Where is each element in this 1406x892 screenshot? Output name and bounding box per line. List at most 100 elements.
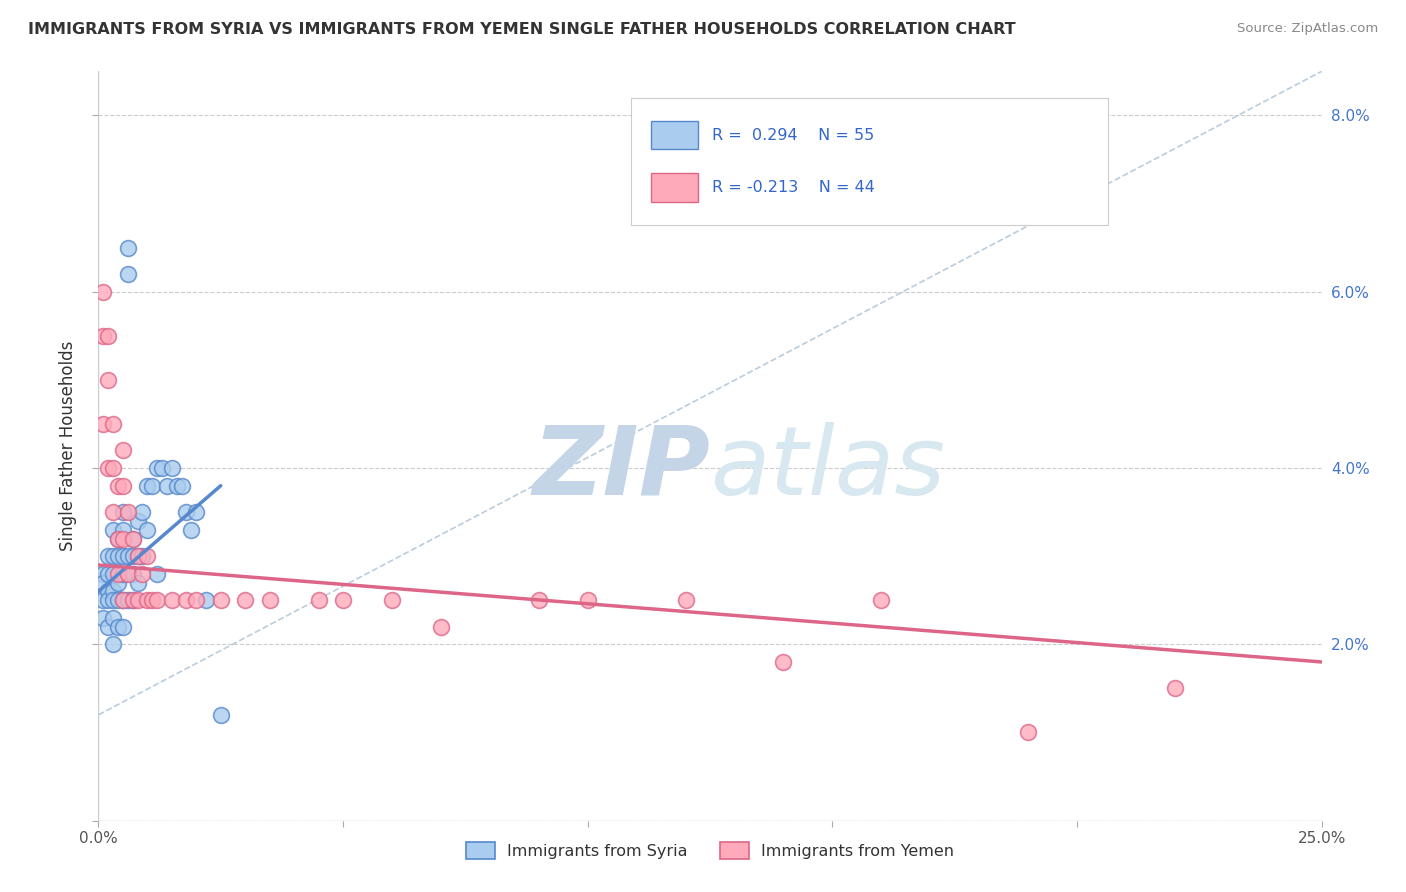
- Text: Source: ZipAtlas.com: Source: ZipAtlas.com: [1237, 22, 1378, 36]
- Point: [91, 611, 114, 625]
- Point: [166, 478, 188, 492]
- Point: [91, 328, 114, 343]
- Point: [209, 593, 232, 607]
- Point: [117, 566, 139, 581]
- Point: [107, 532, 129, 546]
- Point: [107, 566, 129, 581]
- Bar: [651, 173, 697, 202]
- Point: [121, 593, 143, 607]
- Point: [107, 593, 129, 607]
- Point: [127, 575, 149, 590]
- Point: [121, 549, 143, 564]
- Point: [101, 549, 124, 564]
- Point: [111, 566, 134, 581]
- Point: [136, 593, 159, 607]
- Point: [1164, 681, 1187, 696]
- Point: [117, 505, 139, 519]
- Point: [101, 637, 124, 651]
- Point: [160, 593, 183, 607]
- Point: [101, 611, 124, 625]
- Point: [332, 593, 354, 607]
- Text: atlas: atlas: [710, 422, 945, 515]
- Legend: Immigrants from Syria, Immigrants from Yemen: Immigrants from Syria, Immigrants from Y…: [460, 836, 960, 865]
- Point: [146, 566, 169, 581]
- Point: [111, 443, 134, 458]
- Point: [111, 593, 134, 607]
- Text: ZIP: ZIP: [531, 422, 710, 515]
- Point: [97, 593, 120, 607]
- Bar: [651, 120, 697, 149]
- Point: [176, 593, 198, 607]
- Point: [111, 549, 134, 564]
- Point: [101, 505, 124, 519]
- Point: [101, 461, 124, 475]
- Point: [131, 549, 153, 564]
- Point: [107, 532, 129, 546]
- Point: [121, 566, 143, 581]
- Point: [121, 532, 143, 546]
- Point: [101, 417, 124, 431]
- Point: [146, 593, 169, 607]
- Point: [127, 593, 149, 607]
- Point: [111, 620, 134, 634]
- Point: [97, 584, 120, 599]
- Point: [111, 593, 134, 607]
- Point: [97, 461, 120, 475]
- Point: [127, 549, 149, 564]
- Point: [111, 505, 134, 519]
- Point: [117, 593, 139, 607]
- Point: [180, 523, 202, 537]
- Point: [576, 593, 599, 607]
- Text: R = -0.213    N = 44: R = -0.213 N = 44: [713, 180, 876, 195]
- Point: [136, 523, 159, 537]
- Point: [121, 593, 143, 607]
- Point: [117, 241, 139, 255]
- Point: [209, 707, 232, 722]
- Point: [233, 593, 256, 607]
- Point: [170, 478, 193, 492]
- Point: [111, 478, 134, 492]
- Point: [91, 417, 114, 431]
- Point: [136, 549, 159, 564]
- Point: [259, 593, 281, 607]
- Point: [97, 373, 120, 387]
- Point: [107, 478, 129, 492]
- Point: [186, 505, 208, 519]
- Point: [107, 549, 129, 564]
- Point: [117, 549, 139, 564]
- Point: [527, 593, 550, 607]
- Point: [141, 478, 163, 492]
- Point: [97, 566, 120, 581]
- Point: [91, 285, 114, 299]
- Point: [160, 461, 183, 475]
- Point: [97, 620, 120, 634]
- Point: [101, 523, 124, 537]
- Y-axis label: Single Father Households: Single Father Households: [59, 341, 77, 551]
- Point: [131, 566, 153, 581]
- Point: [107, 620, 129, 634]
- Point: [101, 566, 124, 581]
- Point: [430, 620, 453, 634]
- Point: [150, 461, 173, 475]
- Point: [97, 328, 120, 343]
- Point: [107, 575, 129, 590]
- Point: [195, 593, 218, 607]
- Point: [91, 566, 114, 581]
- Point: [381, 593, 404, 607]
- Point: [156, 478, 179, 492]
- Point: [186, 593, 208, 607]
- Point: [101, 593, 124, 607]
- Text: R =  0.294    N = 55: R = 0.294 N = 55: [713, 128, 875, 143]
- Point: [1017, 725, 1039, 739]
- Point: [127, 514, 149, 528]
- Point: [772, 655, 794, 669]
- Point: [91, 575, 114, 590]
- FancyBboxPatch shape: [630, 97, 1108, 225]
- Point: [870, 593, 893, 607]
- Point: [127, 549, 149, 564]
- Point: [141, 593, 163, 607]
- Point: [97, 549, 120, 564]
- Point: [117, 267, 139, 281]
- Point: [101, 584, 124, 599]
- Text: IMMIGRANTS FROM SYRIA VS IMMIGRANTS FROM YEMEN SINGLE FATHER HOUSEHOLDS CORRELAT: IMMIGRANTS FROM SYRIA VS IMMIGRANTS FROM…: [28, 22, 1015, 37]
